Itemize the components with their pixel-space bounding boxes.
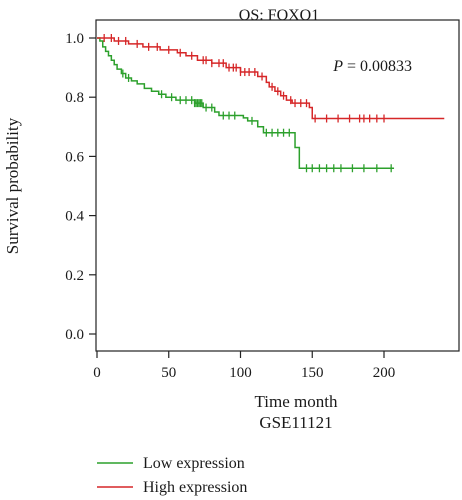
plot-frame	[95, 19, 460, 352]
y-tick-label: 0.6	[65, 149, 84, 165]
p-value-annotation: P = 0.00833	[332, 58, 412, 75]
y-tick-label: 0.0	[65, 327, 84, 343]
x-tick-label: 100	[229, 365, 252, 381]
x-axis-label: Time month	[255, 392, 338, 411]
legend-label-high: High expression	[143, 479, 247, 496]
dataset-label: GSE11121	[259, 413, 332, 432]
chart-title: OS: FOXO1	[239, 7, 319, 24]
y-tick-label: 0.4	[65, 209, 84, 225]
y-tick-label: 0.2	[65, 268, 84, 284]
x-tick-label: 150	[301, 365, 324, 381]
x-tick-label: 50	[161, 365, 176, 381]
x-tick-label: 0	[93, 365, 101, 381]
x-axis: 0 50 100 150 200	[93, 351, 395, 381]
survival-curve	[97, 37, 395, 169]
x-tick-label: 200	[373, 365, 396, 381]
legend: Low expression High expression	[97, 455, 247, 496]
y-axis: 0.0 0.2 0.4 0.6 0.8 1.0	[65, 31, 96, 343]
legend-label-low: Low expression	[143, 455, 245, 472]
y-tick-label: 0.8	[65, 90, 84, 106]
y-axis-label: Survival probability	[3, 117, 22, 254]
p-symbol: P	[332, 58, 343, 75]
series-low-expression	[97, 37, 395, 173]
p-value-text: = 0.00833	[343, 58, 412, 75]
y-tick-label: 1.0	[65, 31, 84, 47]
series-high-expression	[97, 34, 445, 123]
series-layer	[97, 34, 445, 173]
